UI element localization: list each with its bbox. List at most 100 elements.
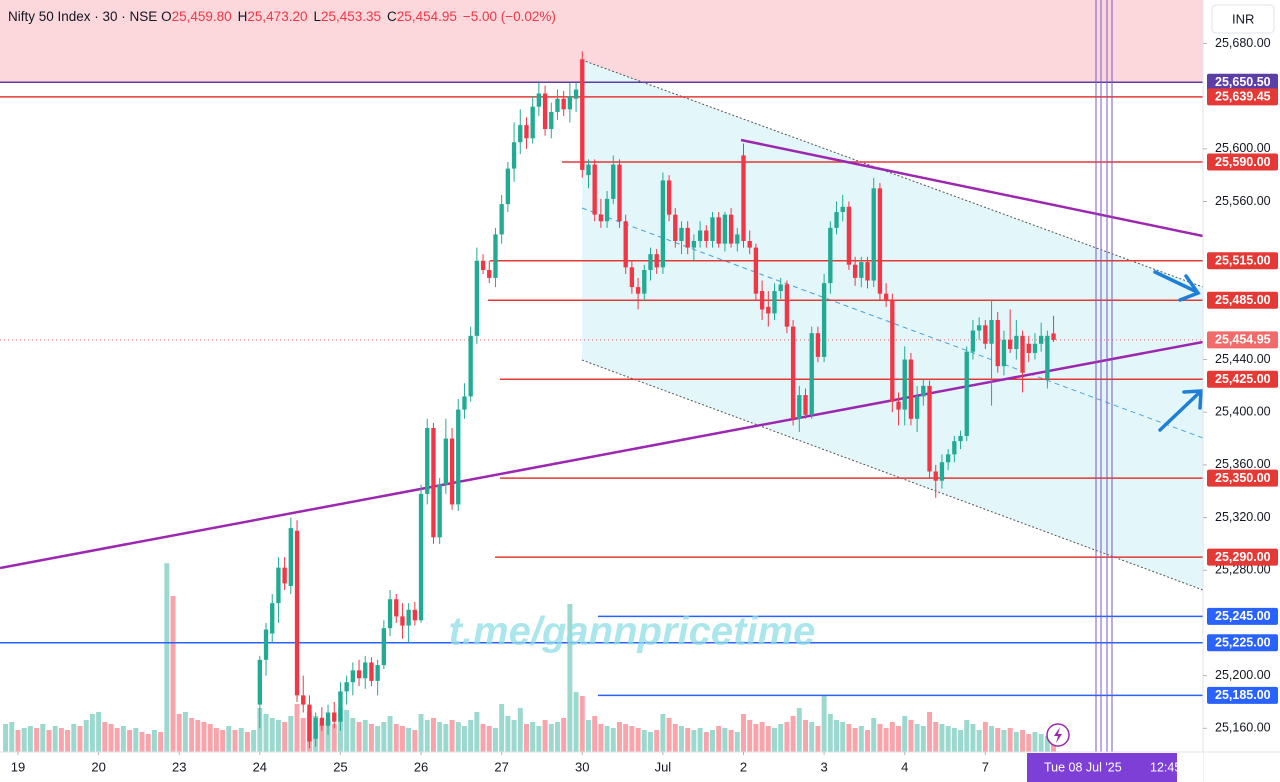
volume-bar <box>449 720 455 752</box>
candle-body <box>530 106 535 139</box>
volume-bar <box>561 718 567 752</box>
candle-body <box>369 662 374 681</box>
level-label: 25,590.00 <box>1215 155 1271 169</box>
volume-bar <box>995 728 1001 752</box>
volume-bar <box>77 726 83 752</box>
x-tick-label: 19 <box>11 759 25 774</box>
candle-body <box>1007 339 1013 350</box>
trendline <box>0 340 1203 570</box>
candle-body <box>301 695 306 705</box>
volume-bar <box>207 724 213 752</box>
volume-bar <box>195 720 201 752</box>
level-label: 25,185.00 <box>1215 688 1271 702</box>
candle-body <box>704 230 709 242</box>
candle-body <box>828 227 833 284</box>
candle-body <box>356 670 362 679</box>
volume-bar <box>666 718 672 752</box>
volume-bar <box>896 726 902 752</box>
cursor-time: 12:45 <box>1150 760 1181 774</box>
volume-bar <box>133 728 139 752</box>
volume-bar <box>139 732 145 752</box>
volume-bar <box>468 720 474 752</box>
candle-body <box>617 164 622 222</box>
volume-bar <box>96 712 102 752</box>
volume-bar <box>902 716 908 752</box>
volume-bar <box>542 720 548 752</box>
candle-body <box>927 385 932 472</box>
candle-body <box>964 351 969 436</box>
volume-bar <box>499 704 505 752</box>
currency-button[interactable] <box>1211 4 1275 34</box>
level-label-box <box>1207 370 1278 388</box>
candle-body <box>474 260 480 336</box>
volume-bar <box>1044 736 1050 752</box>
currency[interactable]: INR <box>1232 11 1254 26</box>
candle-body <box>865 262 870 281</box>
candle-body <box>344 682 349 692</box>
candle-body <box>797 395 802 419</box>
volume-bar <box>617 722 622 752</box>
candle-body <box>642 269 647 294</box>
candle-body <box>1038 335 1044 344</box>
channel-mid <box>581 207 1203 439</box>
y-tick-label: 25,440.00 <box>1215 352 1271 366</box>
volume-bar <box>288 716 294 752</box>
candle-body <box>505 168 511 205</box>
volume-bar <box>982 722 988 752</box>
x-tick-label: 26 <box>414 759 428 774</box>
level-label-box <box>1207 548 1278 566</box>
trendline <box>740 138 1203 238</box>
candle-body <box>877 188 883 294</box>
background-layer <box>0 0 1203 591</box>
cursor-label-box <box>1027 753 1177 782</box>
volume-bar <box>238 728 244 752</box>
volume-bar <box>747 720 753 752</box>
y-tick-label: 25,400.00 <box>1215 405 1271 419</box>
volume-bar <box>809 722 815 752</box>
candle-body <box>815 333 821 357</box>
candle-body <box>400 616 405 626</box>
candle-body <box>958 435 963 442</box>
symbol: Nifty 50 Index · 30 · NSE <box>8 9 158 24</box>
candle-body <box>852 264 858 278</box>
volume-bar <box>1013 732 1019 752</box>
volume-bar <box>815 726 821 752</box>
alert-bolt <box>1054 727 1062 743</box>
volume-bar <box>554 722 560 752</box>
level-label-box <box>1207 73 1278 91</box>
ohlc-value: 25,473.20 <box>247 9 308 24</box>
volume-bar <box>120 726 126 752</box>
candle-body <box>989 320 994 344</box>
candle-body <box>1020 335 1025 373</box>
arrow <box>1153 270 1199 294</box>
level-label-box <box>1207 686 1278 704</box>
candle-body <box>778 284 783 292</box>
volume-bar <box>480 724 486 752</box>
volume-bar <box>821 696 827 752</box>
volume-bar <box>573 692 579 752</box>
candle-body <box>350 670 356 683</box>
volume-bar <box>548 724 554 752</box>
volume-bar <box>275 720 281 752</box>
volume-bar <box>27 726 33 752</box>
candle-body <box>394 599 399 617</box>
vertical-lines <box>1095 0 1113 752</box>
level-label-box <box>1207 634 1278 652</box>
candle-body <box>425 428 430 494</box>
candle-body <box>821 283 827 357</box>
volume-bar <box>108 724 114 752</box>
volume-bar <box>877 724 883 752</box>
volume-bar <box>964 720 970 752</box>
volume-bar <box>654 730 660 752</box>
volume-bar <box>15 730 21 752</box>
volume-bar <box>958 730 964 752</box>
candle-body <box>363 662 368 679</box>
y-tick-label: 25,200.00 <box>1215 668 1271 682</box>
time-axis <box>0 752 1203 782</box>
candle-body <box>1032 343 1038 353</box>
volume-bar <box>1038 734 1044 752</box>
candle-body <box>710 217 715 242</box>
candle-body <box>468 335 473 397</box>
candle-body <box>983 325 988 344</box>
